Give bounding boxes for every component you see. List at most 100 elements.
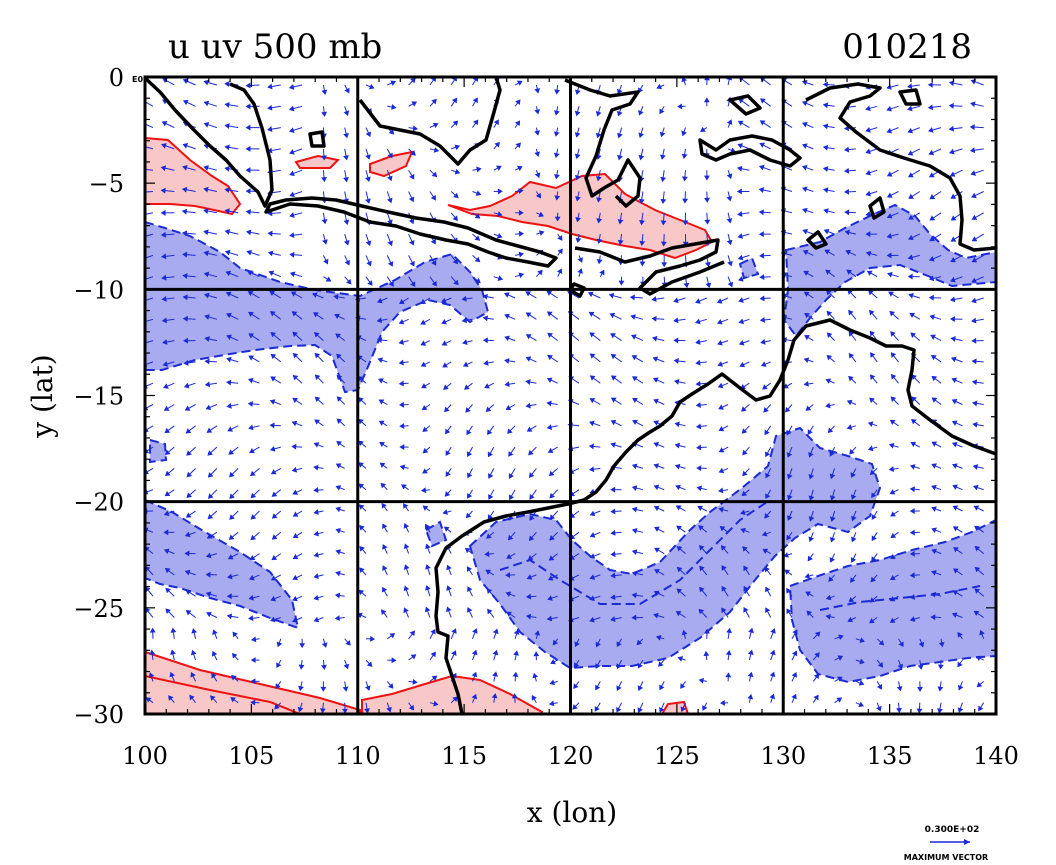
wind-vector-head [461, 295, 467, 302]
wind-vector-head [738, 339, 745, 346]
wind-vector-head [720, 545, 727, 551]
wind-vector-head [203, 229, 209, 236]
wind-vector-head [335, 506, 341, 513]
wind-vector-head [850, 472, 856, 478]
wind-vector-head [358, 589, 365, 596]
wind-vector-head [610, 594, 616, 601]
wind-vector-head [737, 211, 743, 217]
wind-vector-head [420, 319, 427, 325]
wind-vector-head [336, 418, 343, 424]
vector-key-arrowhead [964, 839, 970, 845]
wind-vector-head [534, 630, 541, 636]
wind-vector-head [616, 685, 622, 692]
negative-region-west [145, 220, 490, 394]
wind-vector-head [248, 424, 254, 431]
wind-vector-head [292, 595, 298, 602]
wind-vector-head [250, 657, 256, 663]
wind-vector-head [783, 552, 789, 558]
wind-vector-head [631, 592, 637, 599]
wind-vector-head [971, 337, 977, 344]
wind-vector-head [639, 261, 646, 267]
y-tick-label: −25 [73, 595, 124, 623]
wind-vector-head [829, 516, 836, 522]
coastline-small-3 [898, 88, 922, 106]
wind-vector-head [270, 595, 277, 602]
wind-vector-head [504, 358, 510, 364]
wind-vector-head [618, 280, 625, 286]
wind-vector-head [957, 684, 964, 691]
wind-vector-head [718, 404, 724, 410]
wind-vector-head [803, 380, 809, 387]
wind-vector-head [513, 629, 520, 635]
wind-vector-head [538, 230, 545, 236]
wind-vector-head [207, 493, 214, 499]
wind-vector-head [695, 318, 701, 325]
wind-vector-head [518, 209, 524, 216]
wind-vector-head [698, 608, 705, 615]
wind-vector-head [909, 594, 916, 600]
wind-vector-head [786, 452, 793, 458]
wind-vector-head [927, 81, 933, 88]
wind-vector-head [829, 495, 836, 501]
wind-vector-head [548, 470, 555, 477]
wind-vector-head [844, 229, 851, 236]
wind-vector-head [206, 427, 213, 433]
wind-vector-head [911, 374, 917, 381]
wind-vector-head [848, 309, 854, 316]
wind-vector-head [474, 213, 481, 219]
positive-region-south [361, 674, 543, 714]
wind-vector-head [168, 695, 174, 701]
wind-vector-head [224, 165, 230, 172]
wind-vector-head [674, 442, 681, 449]
wind-vector-head [508, 451, 514, 457]
wind-vector-head [425, 543, 431, 550]
wind-vector-head [387, 240, 393, 247]
wind-vector-head [867, 421, 874, 427]
wind-vector-head [161, 143, 167, 149]
y-tick-label: −5 [89, 170, 124, 198]
wind-vector-head [335, 527, 341, 534]
wind-vector-head [726, 196, 733, 202]
wind-vector-head [610, 397, 617, 403]
wind-vector-head [889, 310, 895, 317]
wind-vector-head [765, 493, 771, 500]
wind-vector [145, 254, 154, 259]
wind-vector-head [696, 485, 702, 492]
wind-vector-head [616, 641, 622, 647]
wind-vector-head [807, 429, 813, 435]
wind-vector-head [321, 111, 328, 117]
wind-vector-head [182, 143, 189, 149]
wind-vector-head [289, 232, 295, 239]
wind-vector-head [786, 429, 792, 436]
wind-vector-head [408, 196, 415, 203]
wind-vector-head [758, 164, 765, 171]
wind-vector-head [660, 154, 666, 160]
wind-vector-head [653, 398, 659, 405]
wind-vector-head [950, 356, 957, 363]
wind-vector [145, 361, 154, 366]
wind-vector-head [224, 249, 231, 256]
wind-vector-head [247, 400, 253, 407]
wind-vector [145, 297, 154, 301]
wind-vector-head [971, 214, 978, 220]
wind-vector-head [245, 145, 251, 152]
wind-vector-head [546, 290, 553, 296]
wind-vector-head [314, 419, 320, 425]
wind-vector-head [430, 651, 436, 658]
wind-vector-head [741, 490, 748, 497]
wind-vector-head [335, 549, 341, 555]
wind-vector-head [160, 165, 167, 172]
wind-vector [145, 168, 154, 171]
wind-vector-head [769, 649, 776, 656]
wind-vector-head [549, 514, 556, 520]
wind-vector-head [698, 677, 705, 684]
wind-vector-head [653, 590, 660, 597]
wind-vector-head [931, 484, 937, 491]
wind-vector-head [425, 585, 431, 591]
coastline-small-2 [728, 94, 762, 116]
wind-vector-head [917, 664, 924, 670]
vector-key-value: 0.300E+02 [925, 825, 980, 835]
wind-vector-head [291, 466, 298, 473]
wind-vector-head [869, 309, 875, 316]
wind-vector-head [847, 616, 854, 623]
